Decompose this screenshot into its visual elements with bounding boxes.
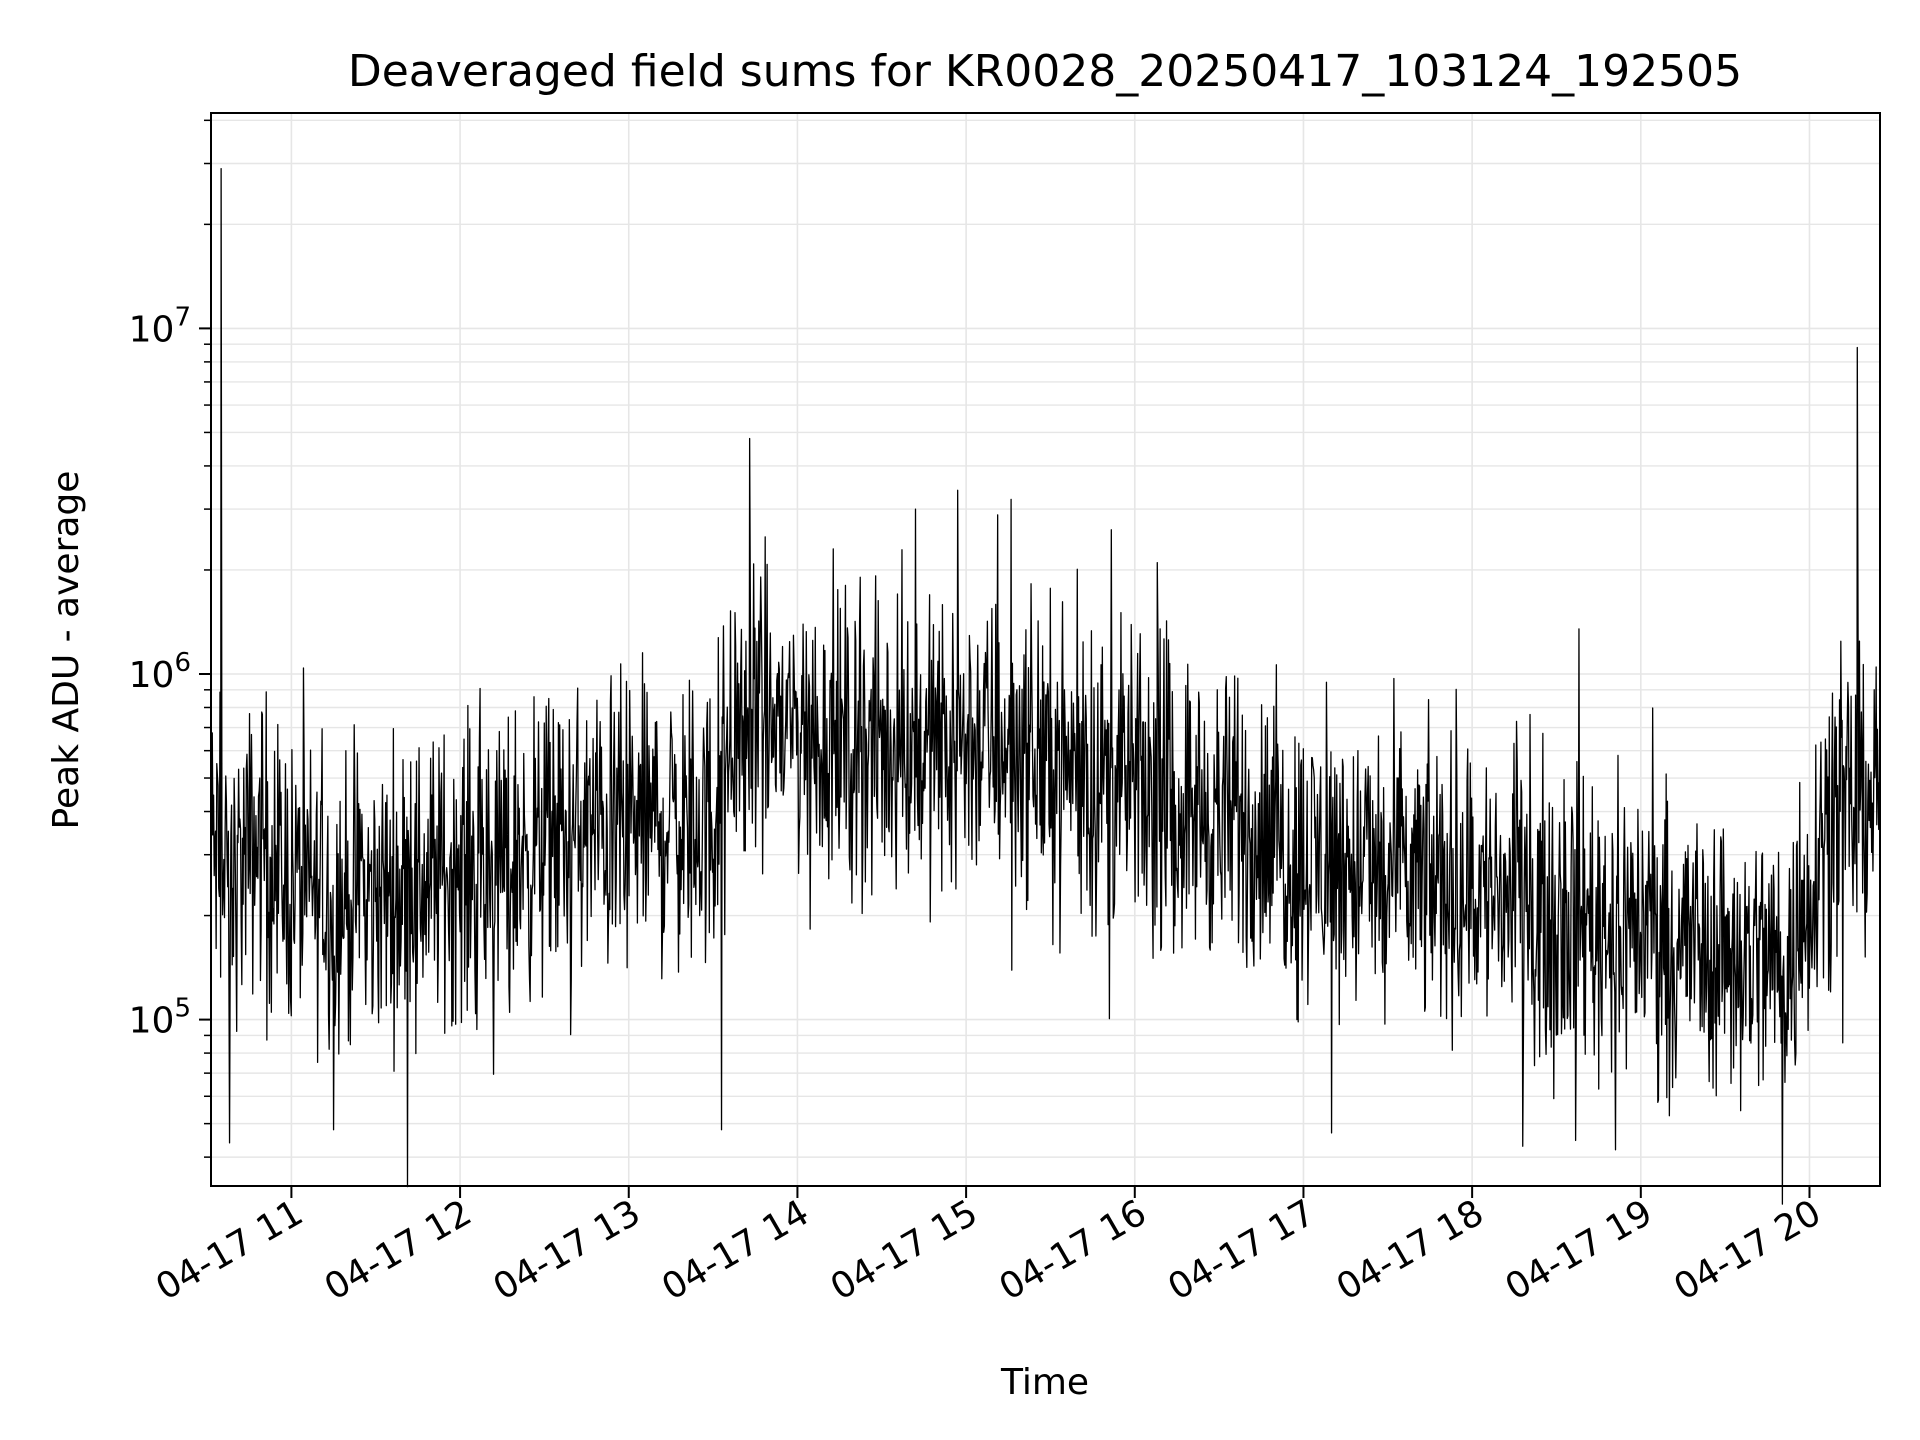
y-tick-label: 107 [129, 302, 191, 350]
series-line [210, 167, 1881, 1205]
chart-title: Deaveraged field sums for KR0028_2025041… [348, 46, 1742, 97]
y-tick-label: 106 [129, 648, 191, 696]
x-axis-label: Time [1000, 1362, 1089, 1403]
data-series [210, 167, 1881, 1205]
y-tick-label: 105 [129, 994, 191, 1042]
y-axis-label: Peak ADU - average [46, 471, 87, 830]
axes-frame [210, 112, 1881, 1187]
y-ticks: 105 106 107 [129, 119, 211, 1158]
